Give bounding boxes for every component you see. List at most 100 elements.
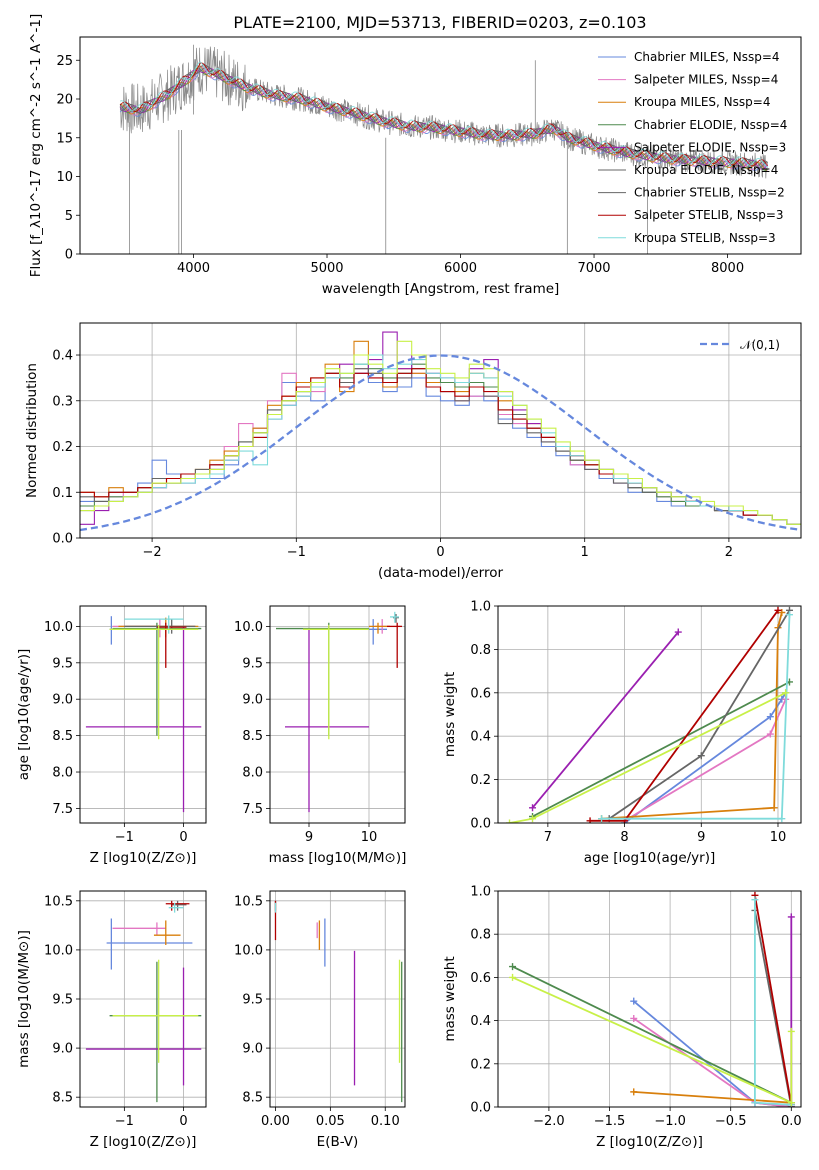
plot-area <box>276 611 402 813</box>
x-axis-label: age [log10(age/yr)] <box>584 850 716 866</box>
y-tick-label: 9.0 <box>52 1042 73 1057</box>
legend-label: Chabrier MILES, Nssp=4 <box>634 50 780 64</box>
figure-panels: 4000 5000 6000 7000 80000510152025wavelength… <box>16 14 802 1150</box>
normal-curve <box>80 354 801 532</box>
x-axis-label: mass [log10(M/M⊙)] <box>269 850 407 866</box>
y-tick-label: 0.4 <box>470 730 491 745</box>
y-tick-label: 0.2 <box>52 440 73 455</box>
y-tick-label: 10.5 <box>44 894 73 909</box>
data-marker <box>506 819 514 823</box>
plot-area <box>119 44 768 254</box>
x-tick-label: 0 <box>179 1114 187 1129</box>
axes-frame <box>497 605 802 824</box>
y-tick-label: 8.5 <box>242 1091 263 1106</box>
data-marker <box>630 1088 638 1096</box>
y-tick-label: 8.5 <box>52 729 73 744</box>
data-marker <box>586 817 594 823</box>
mass-weight-line <box>512 976 793 1105</box>
axes-frame <box>497 890 802 1108</box>
panel-6: 0.00 0.05 0.10 8.5 9.0 9.5 10.0 10.5 E(B-V) <box>234 890 406 1150</box>
y-tick-label: 8.5 <box>52 1091 73 1106</box>
x-tick-label: 0.10 <box>371 1114 400 1129</box>
y-tick-label: 8.0 <box>52 766 73 781</box>
x-axis-label: wavelength [Angstrom, rest frame] <box>322 281 560 297</box>
y-tick-label: 0.0 <box>470 1101 491 1116</box>
y-tick-label: 0.0 <box>52 532 73 547</box>
y-axis-label: mass weight <box>442 672 458 757</box>
x-tick-label: 0.00 <box>261 1114 290 1129</box>
panel-0: 4000 5000 6000 7000 8000 0 5 10 15 20 25 wavelength… <box>28 14 802 297</box>
legend-label: Salpeter STELIB, Nssp=3 <box>634 208 784 222</box>
data-marker <box>774 606 782 614</box>
y-tick-label: 9.0 <box>242 693 263 708</box>
x-tick-label: 2 <box>725 545 733 560</box>
y-tick-label: 0.2 <box>470 1057 491 1072</box>
y-tick-label: 10.5 <box>234 894 263 909</box>
y-tick-label: 0 <box>65 248 73 263</box>
x-tick-label: 6000 <box>444 261 477 276</box>
data-marker <box>785 611 793 619</box>
axes-frame <box>79 36 802 255</box>
data-marker <box>766 730 774 738</box>
y-tick-label: 0.6 <box>470 686 491 701</box>
y-tick-label: 10.0 <box>44 943 73 958</box>
x-tick-label: −0.5 <box>715 1114 747 1129</box>
y-tick-label: 9.0 <box>52 693 73 708</box>
x-tick-label: −1 <box>287 545 306 560</box>
panel-3: 9 10 7.5 8.0 8.5 9.0 9.5 10.0 mass [log10(M/M⊙)] <box>234 605 407 866</box>
x-tick-label: 0.05 <box>316 1114 345 1129</box>
data-marker <box>787 1027 795 1035</box>
x-axis-label: E(B-V) <box>317 1134 359 1150</box>
y-axis-label: Flux [f_λ10^-17 erg cm^-2 s^-1 A^-1] <box>28 14 44 277</box>
data-marker <box>630 1014 638 1022</box>
x-axis-label: Z [log10(Z/Z⊙)] <box>90 1134 197 1150</box>
x-tick-label: 4000 <box>177 261 210 276</box>
x-tick-label: 10 <box>770 830 787 845</box>
x-tick-label: −1.5 <box>594 1114 626 1129</box>
plot-area <box>80 331 801 532</box>
y-tick-label: 0.6 <box>470 971 491 986</box>
data-marker <box>787 1099 795 1107</box>
legend-label: 𝒩(0,1) <box>740 338 780 352</box>
x-tick-label: 0 <box>436 545 444 560</box>
data-marker <box>787 913 795 921</box>
y-tick-label: 10 <box>56 170 73 185</box>
mass-weight-line <box>531 631 679 809</box>
panel-4: 7 8 9 10 0.0 0.2 0.4 0.6 0.8 1.0 age [log10(age/yr… <box>442 600 802 866</box>
y-tick-label: 0.0 <box>470 817 491 832</box>
y-tick-label: 0.3 <box>52 394 73 409</box>
y-tick-label: 9.5 <box>52 993 73 1008</box>
legend-label: Kroupa STELIB, Nssp=3 <box>634 231 776 245</box>
y-tick-label: 7.5 <box>242 802 263 817</box>
plot-area <box>506 606 793 823</box>
y-axis-label: age [log10(age/yr)] <box>16 649 32 781</box>
y-tick-label: 8.0 <box>242 766 263 781</box>
legend-label: Kroupa ELODIE, Nssp=4 <box>634 163 778 177</box>
y-tick-label: 0.4 <box>52 349 73 364</box>
model-spectrum-line <box>119 61 768 169</box>
x-tick-label: 9 <box>697 830 705 845</box>
axes-frame <box>269 890 406 1108</box>
axes-frame <box>79 890 207 1108</box>
panel-7: −2.0 −1.5 −1.0 −0.5 0.0 0.0 0.2 0.4 0.6 0.8 1.0 Z [… <box>442 885 802 1151</box>
y-tick-label: 10.0 <box>234 943 263 958</box>
x-tick-label: 9 <box>305 830 313 845</box>
data-marker <box>778 609 786 617</box>
legend-label: Chabrier STELIB, Nssp=2 <box>634 186 785 200</box>
data-marker <box>674 628 682 636</box>
data-marker <box>509 973 517 981</box>
mass-weight-line <box>608 609 791 820</box>
axes-frame <box>79 605 207 824</box>
x-axis-label: Z [log10(Z/Z⊙)] <box>596 1134 703 1150</box>
spectrum-legend: Chabrier MILES, Nssp=4 Salpeter MILES, Ns… <box>598 50 787 245</box>
x-axis-label: Z [log10(Z/Z⊙)] <box>90 850 197 866</box>
x-tick-label: −2 <box>143 545 162 560</box>
x-tick-label: 0.0 <box>781 1114 802 1129</box>
y-tick-label: 15 <box>56 131 73 146</box>
x-tick-label: −1 <box>115 1114 134 1129</box>
panel-1: −2 −1 0 1 2 0.0 0.1 0.2 0.3 0.4 (data-model)/error… <box>24 322 802 581</box>
data-marker <box>766 713 774 721</box>
y-tick-label: 8.5 <box>242 729 263 744</box>
x-tick-label: 5000 <box>310 261 343 276</box>
data-marker <box>697 752 705 760</box>
